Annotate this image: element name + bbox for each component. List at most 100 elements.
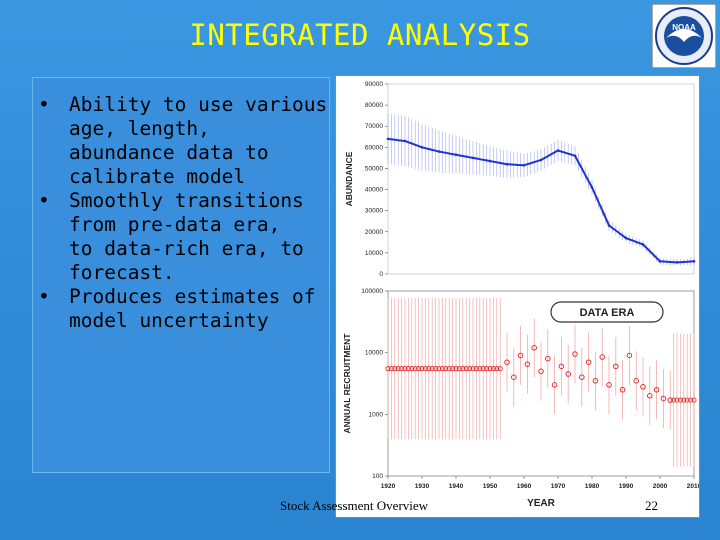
- bottom-y-axis-label: ANNUAL RECRUITMENT: [342, 333, 352, 434]
- recruitment-point: [436, 366, 442, 372]
- top-y-tick-label: 80000: [365, 102, 383, 109]
- bullet-line: to data-rich era, to: [69, 237, 304, 260]
- recruitment-point: [456, 366, 462, 372]
- top-plot-frame: [387, 83, 695, 275]
- abundance-point: [607, 224, 611, 227]
- recruitment-point: [426, 366, 432, 372]
- bottom-x-tick-label: 1950: [483, 483, 498, 490]
- bullet-line: calibrate model: [69, 165, 246, 188]
- abundance-point: [641, 243, 645, 246]
- recruitment-point: [592, 378, 599, 384]
- bottom-x-tick-label: 1960: [517, 483, 532, 490]
- recruitment-point: [484, 366, 490, 372]
- abundance-point: [471, 156, 475, 160]
- abundance-point: [624, 236, 628, 240]
- recruitment-point: [667, 397, 673, 403]
- bullet-item: • Smoothly transitions from pre-data era…: [38, 189, 333, 285]
- recruitment-point: [450, 366, 456, 372]
- bullet-line: abundance data to: [69, 141, 269, 164]
- recruitment-point: [647, 393, 653, 399]
- abundance-point: [573, 154, 577, 158]
- bullet-textbox: [32, 77, 330, 473]
- abundance-point: [403, 139, 407, 143]
- bullet-dot-icon: •: [38, 285, 50, 308]
- recruitment-point: [460, 366, 466, 372]
- recruitment-point: [681, 397, 687, 403]
- recruitment-point: [419, 366, 425, 372]
- recruitment-point: [551, 382, 558, 388]
- recruitment-point: [606, 382, 612, 388]
- bullet-line: forecast.: [69, 261, 175, 284]
- slide-title: INTEGRATED ANALYSIS: [189, 18, 531, 52]
- bottom-x-tick-label: 1980: [585, 483, 600, 490]
- top-y-tick-label: 20000: [365, 229, 383, 236]
- bullet-line: Produces estimates of: [69, 285, 316, 308]
- recruitment-point: [565, 371, 571, 377]
- recruitment-point: [579, 374, 585, 380]
- noaa-logo-icon: NOAA: [652, 4, 716, 68]
- bullet-dot-icon: •: [38, 189, 50, 212]
- recruitment-point: [599, 354, 605, 360]
- recruitment-point: [677, 397, 683, 403]
- recruitment-point: [531, 345, 537, 351]
- recruitment-point: [626, 352, 633, 359]
- bottom-x-axis-label: YEAR: [527, 498, 556, 509]
- bottom-x-tick-label: 1940: [449, 483, 464, 490]
- bullet-line: model uncertainty: [69, 309, 269, 332]
- recruitment-point: [671, 397, 677, 403]
- bottom-x-tick-label: 1920: [381, 483, 396, 490]
- recruitment-point: [409, 366, 415, 372]
- bottom-y-tick-label: 1000: [369, 411, 384, 418]
- recruitment-point: [402, 366, 408, 372]
- recruitment-point: [388, 366, 394, 372]
- top-y-tick-label: 60000: [365, 144, 383, 151]
- top-y-axis-label: ABUNDANCE: [344, 151, 354, 206]
- recruitment-point: [494, 366, 500, 372]
- recruitment-point: [399, 366, 405, 372]
- recruitment-point: [470, 366, 476, 372]
- recruitment-point: [640, 384, 646, 390]
- abundance-point: [505, 162, 509, 166]
- recruitment-point: [446, 366, 452, 372]
- abundance-point: [590, 186, 594, 189]
- abundance-point: [437, 150, 441, 153]
- top-y-tick-label: 50000: [365, 165, 383, 172]
- bullet-item: • Ability to use various age, length, ab…: [38, 93, 333, 189]
- top-y-tick-label: 40000: [365, 187, 383, 194]
- recruitment-point: [497, 366, 503, 372]
- data-era-annotation: DATA ERA: [580, 307, 635, 319]
- recruitment-point: [487, 366, 493, 372]
- bullet-line: age, length,: [69, 117, 210, 140]
- top-y-tick-label: 90000: [365, 81, 383, 88]
- chart-svg: 90000 80000 70000 60000 50000 40000 30000 20000…: [342, 81, 702, 509]
- recruitment-point: [619, 387, 626, 393]
- recruitment-point: [653, 387, 660, 393]
- bullet-line: Ability to use various: [69, 93, 328, 116]
- bullet-line: from pre-data era,: [69, 213, 281, 236]
- chart-panel: 90000 80000 70000 60000 50000 40000 30000 20000…: [335, 75, 702, 518]
- recruitment-point: [385, 366, 391, 372]
- recruitment-point: [392, 366, 398, 372]
- data-era-annotation-box: [550, 301, 664, 323]
- bottom-x-tick-label: 1930: [415, 483, 430, 490]
- recruitment-point: [433, 366, 439, 372]
- recruitment-point: [480, 366, 486, 372]
- bottom-x-tick-label: 1970: [551, 483, 566, 490]
- abundance-point: [522, 163, 526, 167]
- recruitment-point: [524, 361, 531, 367]
- top-y-tick-label: 30000: [365, 208, 383, 215]
- abundance-point: [420, 146, 424, 149]
- bullet-dot-icon: •: [38, 93, 50, 116]
- recruitment-point: [422, 366, 428, 372]
- bottom-y-tick-label: 10000: [365, 350, 383, 357]
- top-y-tick-label: 70000: [365, 123, 383, 130]
- recruitment-point: [504, 359, 510, 365]
- abundance-point: [675, 261, 679, 264]
- abundance-point: [386, 137, 390, 141]
- logo-text: NOAA: [672, 23, 696, 32]
- recruitment-point: [517, 352, 524, 359]
- bottom-y-tick-label: 100: [372, 473, 383, 480]
- abundance-point: [692, 260, 696, 263]
- recruitment-point: [585, 359, 592, 365]
- recruitment-point: [412, 366, 418, 372]
